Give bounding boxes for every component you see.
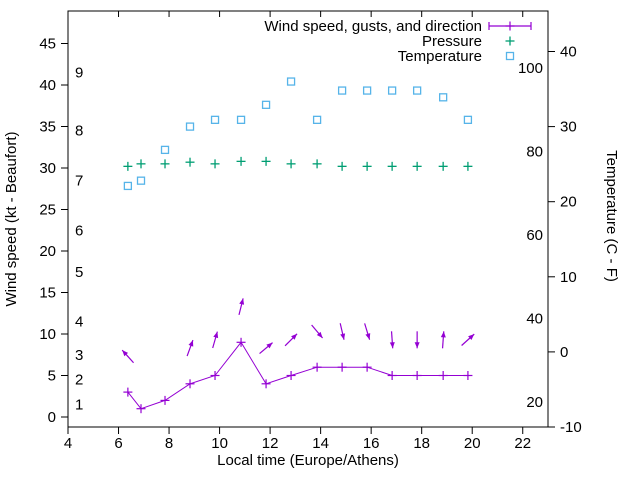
celsius-tick-label: 40 — [560, 44, 577, 61]
beaufort-label: 7 — [75, 172, 83, 189]
x-axis-label: Local time (Europe/Athens) — [217, 452, 399, 469]
kt-tick-label: 30 — [39, 160, 56, 177]
celsius-tick-label: 10 — [560, 269, 577, 286]
fahrenheit-label: 100 — [518, 60, 543, 77]
beaufort-label: 8 — [75, 123, 83, 140]
wind-direction-arrowhead — [414, 342, 420, 349]
wind-direction-arrowhead — [239, 298, 245, 305]
wind-direction-arrowhead — [365, 333, 371, 340]
temperature-point — [337, 86, 347, 95]
plot-area: 4 6 8 10 12 14 16 18 20 2205101520253035404512345… — [39, 10, 582, 452]
x-tick-label: 12 — [262, 435, 279, 452]
x-tick-label: 18 — [413, 435, 430, 452]
x-tick-label: 6 — [114, 435, 122, 452]
beaufort-label: 3 — [75, 347, 83, 364]
legend-marker-temperature — [505, 51, 515, 61]
kt-tick-label: 40 — [39, 77, 56, 94]
kt-tick-label: 25 — [39, 202, 56, 219]
temperature-point — [387, 86, 397, 95]
x-tick-label: 4 — [64, 435, 72, 452]
celsius-tick-label: 30 — [560, 119, 577, 136]
temperature-point — [236, 115, 246, 124]
fahrenheit-label: 20 — [526, 394, 543, 411]
legend-label: Wind speed, gusts, and direction — [264, 18, 482, 35]
x-tick-label: 16 — [363, 435, 380, 452]
fahrenheit-label: 60 — [526, 227, 543, 244]
kt-tick-label: 10 — [39, 326, 56, 343]
beaufort-label: 2 — [75, 372, 83, 389]
beaufort-label: 9 — [75, 65, 83, 82]
temperature-point — [210, 115, 220, 124]
temperature-point — [362, 86, 372, 95]
temperature-point — [312, 115, 322, 124]
temperature-point — [439, 93, 448, 102]
kt-tick-label: 35 — [39, 119, 56, 136]
temperature-point — [412, 86, 422, 95]
temperature-point — [185, 122, 195, 131]
plot-border — [67, 10, 549, 428]
kt-tick-label: 15 — [39, 285, 56, 302]
legend-label: Pressure — [422, 33, 482, 50]
kt-tick-label: 0 — [48, 409, 56, 426]
x-tick-label: 20 — [464, 435, 481, 452]
temperature-point — [261, 100, 271, 109]
temperature-point — [286, 77, 296, 86]
x-tick-label: 22 — [514, 435, 531, 452]
wind-direction-arrowhead — [266, 342, 273, 349]
celsius-tick-label: -10 — [560, 419, 582, 436]
beaufort-label: 1 — [75, 397, 83, 414]
left-y-axis-label: Wind speed (kt - Beaufort) — [3, 131, 20, 306]
wind-direction-arrowhead — [213, 331, 219, 339]
fahrenheit-label: 40 — [526, 311, 543, 328]
beaufort-label: 6 — [75, 222, 83, 239]
fahrenheit-label: 80 — [526, 144, 543, 161]
wind-direction-arrowhead — [188, 340, 194, 347]
wind-direction-arrowhead — [389, 342, 395, 349]
wind-direction-arrowhead — [340, 333, 346, 340]
celsius-tick-label: 0 — [560, 344, 568, 361]
legend-label: Temperature — [398, 48, 482, 65]
wind-direction-arrowhead — [440, 331, 446, 338]
temperature-point — [463, 115, 473, 124]
wind-direction-arrowhead — [291, 333, 298, 340]
wind-direction-arrowhead — [316, 331, 323, 339]
beaufort-label: 4 — [75, 314, 83, 331]
kt-tick-label: 5 — [48, 368, 56, 385]
wind-direction-arrowhead — [468, 334, 475, 340]
x-tick-label: 10 — [211, 435, 228, 452]
beaufort-label: 5 — [75, 264, 83, 281]
temperature-point — [160, 145, 170, 155]
celsius-tick-label: 20 — [560, 194, 577, 211]
x-tick-label: 8 — [165, 435, 173, 452]
x-tick-label: 14 — [312, 435, 329, 452]
temperature-point — [136, 176, 146, 185]
kt-tick-label: 45 — [39, 36, 56, 53]
temperature-point — [123, 181, 133, 191]
right-y-axis-label: Temperature (C - F) — [603, 150, 620, 282]
wind-direction-arrowhead — [122, 350, 129, 357]
kt-tick-label: 20 — [39, 243, 56, 260]
